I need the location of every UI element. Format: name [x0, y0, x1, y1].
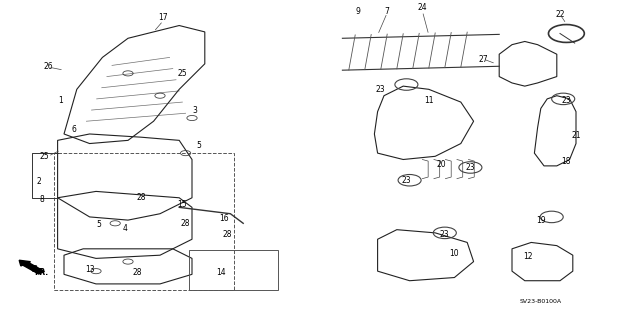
Text: 13: 13 [84, 265, 95, 274]
Text: 28: 28 [223, 230, 232, 239]
Text: 5: 5 [97, 220, 102, 229]
Text: 12: 12 [524, 252, 532, 261]
Text: 26: 26 [43, 63, 53, 71]
Text: 5: 5 [196, 141, 201, 150]
Text: 22: 22 [556, 10, 564, 19]
Text: 9: 9 [356, 7, 361, 16]
Text: 25: 25 [40, 152, 50, 161]
Text: 28: 28 [136, 193, 145, 202]
Text: 10: 10 [449, 249, 460, 258]
Text: SV23-B0100A: SV23-B0100A [520, 299, 562, 304]
Text: 23: 23 [465, 163, 476, 172]
Text: 7: 7 [385, 7, 390, 16]
Text: 3: 3 [193, 106, 198, 115]
Text: 27: 27 [478, 55, 488, 63]
Text: FR.: FR. [35, 268, 49, 277]
Text: 23: 23 [440, 230, 450, 239]
FancyArrow shape [19, 260, 44, 274]
Text: 23: 23 [401, 176, 412, 185]
Text: 18: 18 [562, 157, 571, 166]
Text: 25: 25 [177, 69, 188, 78]
Text: 14: 14 [216, 268, 226, 277]
Text: 16: 16 [219, 214, 229, 223]
Text: 23: 23 [376, 85, 386, 94]
Text: 20: 20 [436, 160, 447, 169]
Text: 4: 4 [122, 224, 127, 233]
Text: 15: 15 [177, 200, 188, 209]
Text: 23: 23 [561, 96, 572, 105]
Text: 24: 24 [417, 4, 428, 12]
Text: 11: 11 [424, 96, 433, 105]
Text: 19: 19 [536, 216, 546, 225]
Text: 28: 28 [133, 268, 142, 277]
Text: 8: 8 [39, 195, 44, 204]
Bar [54, 153, 234, 290]
Text: 1: 1 [58, 96, 63, 105]
Bar [189, 250, 278, 290]
Text: 17: 17 [158, 13, 168, 22]
Text: 6: 6 [71, 125, 76, 134]
Text: 28: 28 [181, 219, 190, 228]
Text: 2: 2 [36, 177, 41, 186]
Text: 21: 21 [572, 131, 580, 140]
